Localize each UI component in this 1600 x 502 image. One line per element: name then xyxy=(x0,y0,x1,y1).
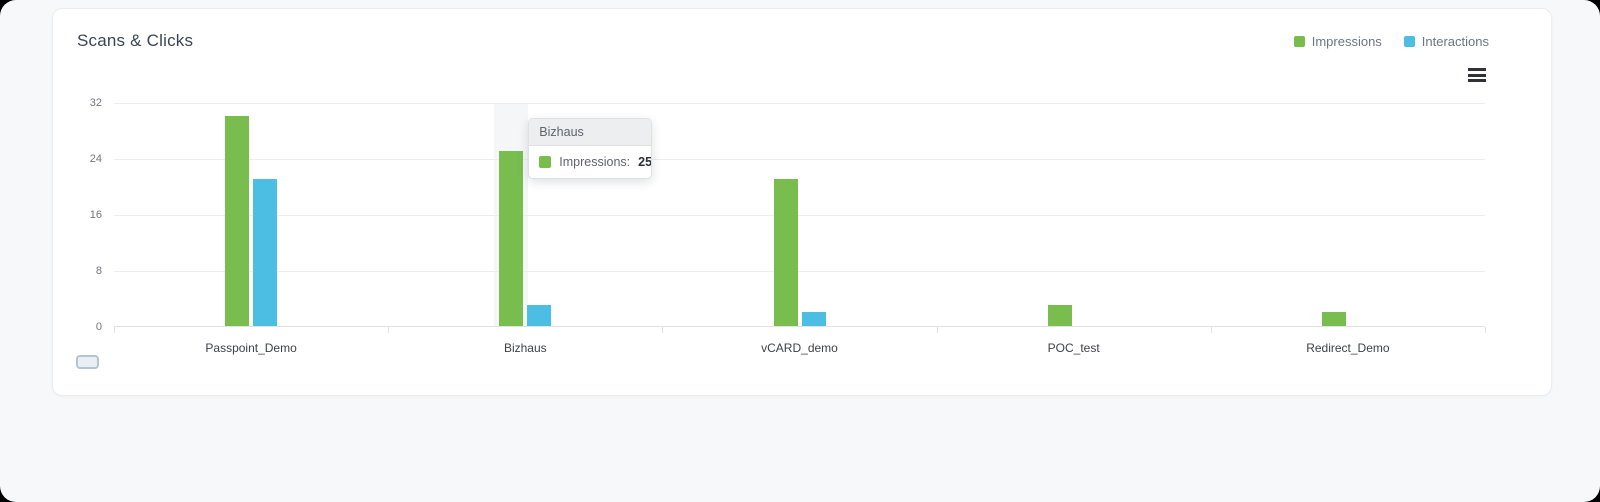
gridline-y-16 xyxy=(114,215,1485,216)
y-axis-label-32: 32 xyxy=(89,97,102,109)
x-axis-tick xyxy=(936,327,938,333)
y-axis-label-24: 24 xyxy=(89,153,102,165)
gridline-y-24 xyxy=(114,159,1485,160)
chart-tooltip: Bizhaus Impressions: 25 xyxy=(528,118,653,179)
legend-item-interactions[interactable]: Interactions xyxy=(1403,34,1489,49)
bar-impressions-POC_test[interactable] xyxy=(1047,305,1072,326)
x-axis-label-Passpoint_Demo: Passpoint_Demo xyxy=(205,341,297,355)
gridline-y-32 xyxy=(114,103,1485,104)
plot-area: 0 8 16 24 32 Passpoint_Demo Bizhaus vCARD_demo P… xyxy=(90,97,1486,355)
x-axis-tick xyxy=(1210,327,1212,333)
tooltip-category: Bizhaus xyxy=(529,119,652,146)
hamburger-menu-icon[interactable] xyxy=(1468,67,1486,83)
x-axis-label-Redirect_Demo: Redirect_Demo xyxy=(1306,341,1390,355)
bar-impressions-Bizhaus[interactable] xyxy=(499,151,524,326)
legend-label: Interactions xyxy=(1421,34,1489,49)
bar-impressions-vCARD_demo[interactable] xyxy=(773,179,798,326)
y-axis-label-0: 0 xyxy=(95,321,102,333)
chart-title: Scans & Clicks xyxy=(77,31,194,50)
bar-interactions-Bizhaus[interactable] xyxy=(527,305,552,326)
x-axis-tick xyxy=(1485,327,1486,333)
bar-impressions-Passpoint_Demo[interactable] xyxy=(225,116,250,326)
interactions-swatch-icon xyxy=(1403,36,1415,47)
x-axis-label-Bizhaus: Bizhaus xyxy=(503,341,547,355)
scans-clicks-card: Scans & Clicks Impressions Interactions … xyxy=(52,8,1552,396)
legend-item-impressions[interactable]: Impressions xyxy=(1293,34,1382,49)
y-axis-label-8: 8 xyxy=(95,265,102,277)
tooltip-series-swatch-icon xyxy=(539,156,552,168)
chart-legend: Impressions Interactions xyxy=(1293,34,1489,49)
gridline-y-8 xyxy=(114,271,1485,272)
bar-interactions-vCARD_demo[interactable] xyxy=(801,312,826,326)
impressions-swatch-icon xyxy=(1293,36,1305,47)
y-axis-label-16: 16 xyxy=(89,209,102,221)
bar-interactions-Passpoint_Demo[interactable] xyxy=(253,179,278,326)
x-axis-label-vCARD_demo: vCARD_demo xyxy=(761,341,838,355)
tooltip-body: Impressions: 25 xyxy=(529,146,653,178)
bar-impressions-Redirect_Demo[interactable] xyxy=(1321,312,1346,326)
x-axis-tick xyxy=(114,327,115,333)
x-axis-tick xyxy=(662,327,664,333)
legend-label: Impressions xyxy=(1311,34,1382,49)
tooltip-value: 25 xyxy=(638,155,653,169)
tooltip-series-label: Impressions: xyxy=(559,155,631,169)
x-axis-label-POC_test: POC_test xyxy=(1047,341,1100,355)
mini-pill-control[interactable] xyxy=(76,355,99,369)
x-axis-tick xyxy=(388,327,390,333)
